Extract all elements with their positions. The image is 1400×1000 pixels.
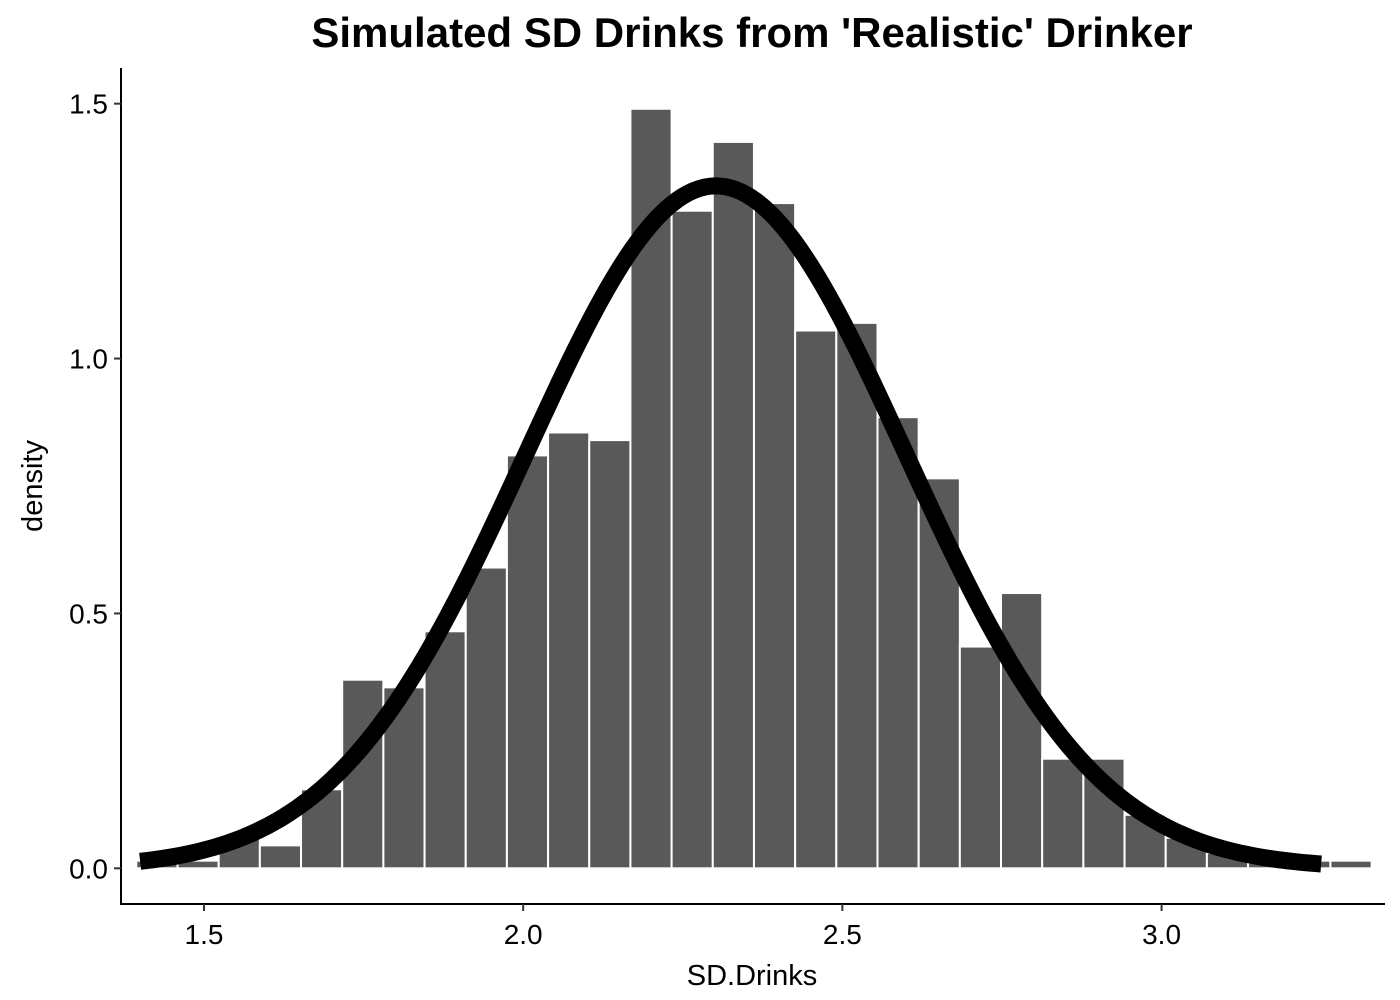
histogram-bar bbox=[1329, 859, 1373, 870]
histogram-bar bbox=[958, 645, 1003, 870]
histogram-bar bbox=[711, 140, 755, 870]
bars-layer bbox=[135, 107, 1373, 870]
histogram-bar bbox=[794, 329, 838, 870]
histogram-bar bbox=[505, 454, 550, 870]
x-tick-label: 3.0 bbox=[1142, 919, 1181, 950]
x-tick-label: 1.5 bbox=[185, 919, 224, 950]
histogram-bar bbox=[752, 202, 797, 870]
x-axis-title: SD.Drinks bbox=[687, 960, 818, 992]
density-curve bbox=[137, 177, 1325, 873]
y-tick-label: 0.5 bbox=[69, 598, 108, 629]
y-tick-label: 0.0 bbox=[69, 853, 108, 884]
chart-title: Simulated SD Drinks from 'Realistic' Dri… bbox=[311, 9, 1192, 56]
y-ticks-layer: 0.0 0.5 1.0 1.5 bbox=[69, 89, 121, 884]
x-ticks-layer: 1.5 2.0 2.5 3.0 bbox=[185, 904, 1181, 950]
histogram-bar bbox=[258, 844, 303, 870]
histogram-bar bbox=[423, 630, 467, 870]
histogram-bar bbox=[464, 566, 508, 870]
curve-layer bbox=[137, 177, 1325, 873]
x-tick-label: 2.5 bbox=[823, 919, 862, 950]
histogram-bar bbox=[835, 321, 879, 870]
histogram-bar bbox=[670, 209, 714, 870]
histogram-bar bbox=[547, 431, 591, 870]
histogram-bar bbox=[1000, 592, 1044, 870]
histogram-bar bbox=[588, 439, 632, 870]
y-axis-title: density bbox=[17, 440, 49, 532]
histogram-bar bbox=[1041, 757, 1085, 870]
x-tick-label: 2.0 bbox=[504, 919, 543, 950]
y-tick-label: 1.0 bbox=[69, 344, 108, 375]
y-tick-label: 1.5 bbox=[69, 89, 108, 120]
